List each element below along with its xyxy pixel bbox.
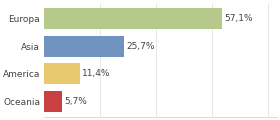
Text: 25,7%: 25,7%	[127, 42, 155, 51]
Text: 5,7%: 5,7%	[64, 97, 87, 106]
Text: 11,4%: 11,4%	[82, 69, 111, 78]
Bar	[44, 63, 80, 84]
Bar	[44, 8, 222, 29]
Bar	[44, 36, 124, 57]
Bar	[44, 91, 62, 112]
Text: 57,1%: 57,1%	[224, 14, 253, 23]
